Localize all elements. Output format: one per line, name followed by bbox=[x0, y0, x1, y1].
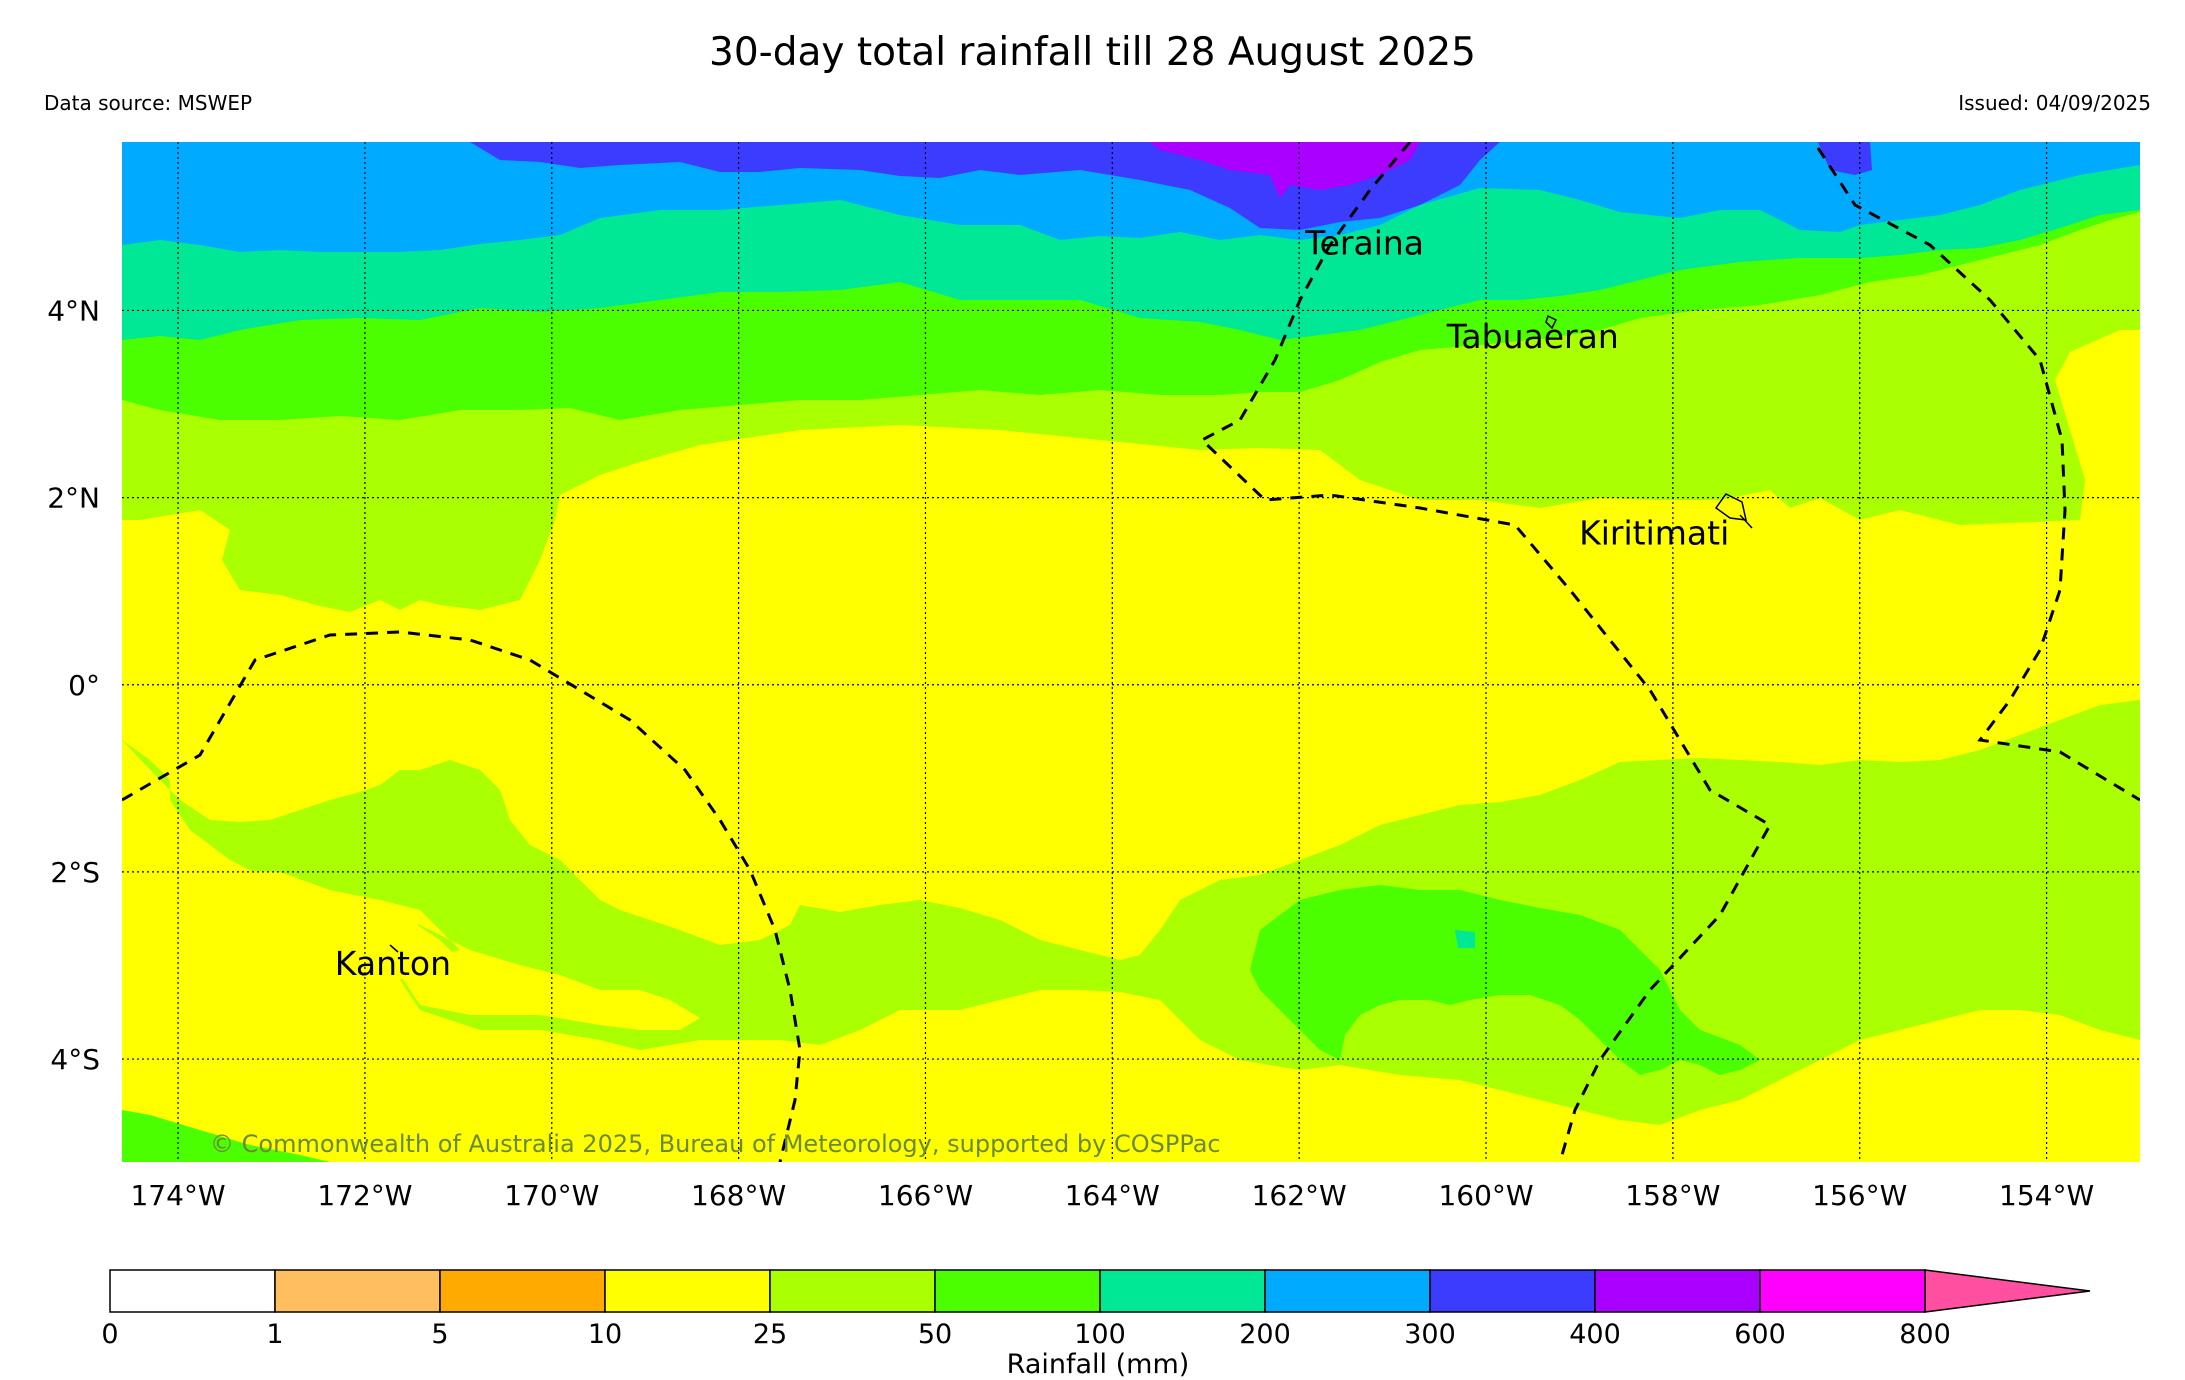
longitude-tick-label: 162°W bbox=[1252, 1179, 1347, 1212]
colorbar-swatch bbox=[1099, 1269, 1266, 1313]
island-outlines bbox=[389, 314, 1753, 953]
issued-date-label: Issued: 04/09/2025 bbox=[1958, 91, 2151, 115]
longitude-tick-label: 160°W bbox=[1438, 1179, 1533, 1212]
longitude-tick-label: 156°W bbox=[1812, 1179, 1907, 1212]
rainfall-fields bbox=[122, 142, 2140, 1162]
longitude-tick-label: 166°W bbox=[878, 1179, 973, 1212]
colorbar-bound-label: 200 bbox=[1239, 1319, 1291, 1350]
longitude-tick-label: 158°W bbox=[1625, 1179, 1720, 1212]
colorbar-bound-label: 25 bbox=[753, 1319, 787, 1350]
latitude-tick-label: 4°S bbox=[50, 1043, 100, 1076]
colorbar-bound-label: 300 bbox=[1404, 1319, 1456, 1350]
band-10-25-south-island bbox=[230, 870, 700, 1030]
kiritimati-outline bbox=[1714, 493, 1753, 529]
longitude-tick-label: 172°W bbox=[317, 1179, 412, 1212]
colorbar-swatch bbox=[1759, 1269, 1926, 1313]
map-title: 30-day total rainfall till 28 August 202… bbox=[709, 30, 1476, 75]
longitude-tick-label: 174°W bbox=[130, 1179, 225, 1212]
band-50-100-sw bbox=[122, 1110, 330, 1162]
colorbar-bound-label: 50 bbox=[918, 1319, 952, 1350]
colorbar-bound-label: 10 bbox=[588, 1319, 622, 1350]
eez-boundary-line-islands-east bbox=[1816, 147, 2140, 802]
band-400-600-north bbox=[1150, 142, 1420, 198]
eez-boundaries bbox=[122, 142, 2140, 1162]
band-10-25-south-east bbox=[1180, 1025, 2140, 1162]
colorbar-swatch bbox=[1429, 1269, 1596, 1313]
colorbar-swatches bbox=[109, 1269, 2091, 1313]
latitude-tick-label: 2°S bbox=[50, 856, 100, 889]
longitude-tick-label: 170°W bbox=[504, 1179, 599, 1212]
colorbar-swatch bbox=[1264, 1269, 1431, 1313]
colorbar-bound-label: 5 bbox=[431, 1319, 448, 1350]
colorbar-swatch bbox=[274, 1269, 441, 1313]
colorbar-bound-label: 800 bbox=[1899, 1319, 1951, 1350]
graticule bbox=[122, 142, 2140, 1162]
data-source-label: Data source: MSWEP bbox=[44, 91, 253, 115]
colorbar-swatch bbox=[439, 1269, 606, 1313]
latitude-labels: 4°N 2°N 0° 2°S 4°S bbox=[47, 294, 100, 1076]
place-label: Kanton bbox=[335, 944, 451, 983]
longitude-tick-label: 168°W bbox=[691, 1179, 786, 1212]
colorbar-bound-label: 100 bbox=[1074, 1319, 1126, 1350]
colorbar-swatch bbox=[1594, 1269, 1761, 1313]
longitude-tick-label: 154°W bbox=[1999, 1179, 2094, 1212]
longitude-tick-label: 164°W bbox=[1065, 1179, 1160, 1212]
longitude-labels: 174°W 172°W 170°W 168°W 166°W 164°W 162°W 160°W… bbox=[130, 1179, 2094, 1212]
copyright-text: © Commonwealth of Australia 2025, Bureau… bbox=[210, 1130, 1221, 1158]
colorbar-swatch bbox=[109, 1269, 276, 1313]
latitude-tick-label: 2°N bbox=[47, 482, 100, 515]
band-50-100-south bbox=[1250, 885, 1760, 1075]
colorbar-swatch bbox=[934, 1269, 1101, 1313]
place-label: Tabuaeran bbox=[1446, 317, 1619, 356]
band-200-300-north bbox=[122, 142, 2140, 252]
place-labels: Teraina Tabuaeran Kiritimati Kanton bbox=[335, 223, 1729, 983]
colorbar-bound-label: 1 bbox=[266, 1319, 283, 1350]
colorbar-swatch bbox=[604, 1269, 771, 1313]
tabuaeran-outline bbox=[1545, 314, 1558, 330]
place-label: Kiritimati bbox=[1579, 513, 1729, 552]
colorbar-swatch bbox=[769, 1269, 936, 1313]
colorbar-extend-arrow bbox=[1924, 1269, 2091, 1313]
eez-boundary-phoenix bbox=[122, 630, 802, 1162]
place-label: Teraina bbox=[1304, 223, 1424, 262]
colorbar-bound-label: 0 bbox=[101, 1319, 118, 1350]
latitude-tick-label: 4°N bbox=[47, 294, 100, 327]
colorbar-labels: 0 1 5 10 25 50 100 200 300 400 600 800 bbox=[101, 1319, 1950, 1350]
colorbar-title: Rainfall (mm) bbox=[1007, 1349, 1190, 1380]
colorbar-bound-label: 400 bbox=[1569, 1319, 1621, 1350]
eez-boundary-line-islands-west bbox=[1199, 142, 1773, 1162]
band-100-200-south-dot bbox=[1455, 930, 1475, 948]
colorbar-bound-label: 600 bbox=[1734, 1319, 1786, 1350]
kanton-outline bbox=[389, 944, 399, 953]
latitude-tick-label: 0° bbox=[68, 669, 100, 702]
